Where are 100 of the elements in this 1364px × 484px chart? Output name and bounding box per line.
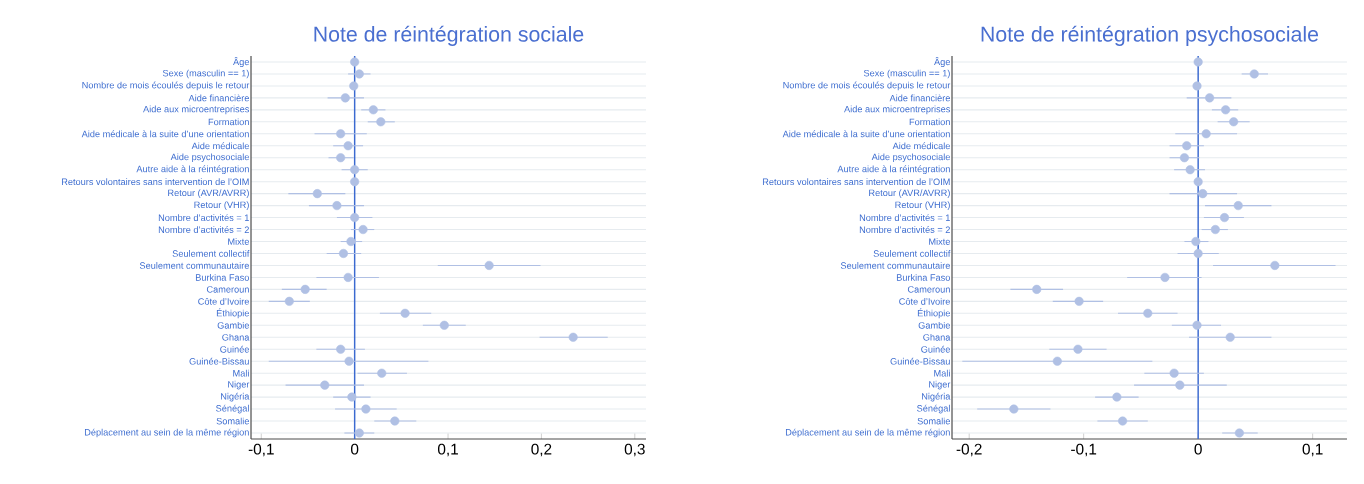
point [1234, 428, 1244, 438]
point [1032, 284, 1042, 294]
point [1233, 201, 1243, 211]
point [1118, 416, 1128, 426]
x-tick-label: 0 [351, 443, 359, 455]
y-tick-label: Seulement communautaire [840, 262, 950, 269]
point [336, 153, 346, 163]
point [346, 236, 356, 247]
point [340, 93, 350, 103]
point [1201, 129, 1211, 139]
point [1052, 356, 1062, 366]
y-tick-label: Formation [909, 118, 950, 126]
point [1074, 296, 1084, 306]
point [1185, 165, 1195, 175]
y-tick-label: Seulement collectif [172, 250, 250, 257]
y-tick-label: Retour (AVR/AVRR) [168, 189, 249, 198]
y-tick-label: Nombre de mois écoulés depuis le retour [82, 81, 250, 91]
y-tick-label: Burkina Faso [195, 274, 250, 281]
point [1192, 320, 1202, 330]
point [1193, 248, 1203, 259]
point [1193, 57, 1203, 67]
y-tick-label: Aide médicale [191, 142, 249, 150]
y-tick-label: Déplacement au sein de la même région [84, 428, 249, 438]
y-tick-label: Éthiopie [216, 308, 249, 319]
chart-title: Note de réintégration sociale [314, 25, 584, 46]
point [320, 380, 330, 390]
x-tick-label: 0,3 [624, 443, 645, 457]
x-tick-label: -0,1 [248, 443, 274, 457]
point [1192, 81, 1202, 91]
y-tick-label: Éthiopie [917, 308, 950, 319]
point [484, 260, 494, 270]
y-tick-label: Côte d’Ivoire [899, 297, 950, 305]
y-tick-label: Aide aux microentreprises [143, 105, 250, 115]
point [1221, 105, 1231, 115]
point [332, 201, 342, 211]
y-tick-label: Mixte [929, 238, 950, 245]
y-tick-label: Nombre d’activités = 2 [158, 226, 249, 233]
y-tick-label: Aide psychosociale [871, 153, 950, 163]
y-tick-label: Retours volontaires sans intervention de l’OIM [61, 178, 249, 186]
point [1198, 189, 1208, 199]
y-tick-label: Nombre d’activités = 1 [158, 214, 249, 221]
y-tick-label: Âge [233, 57, 249, 67]
point [1225, 332, 1235, 342]
y-tick-label: Somalie [216, 417, 249, 425]
point [1112, 392, 1122, 402]
y-tick-label: Nigéria [221, 392, 250, 402]
y-tick-label: Retour (VHR) [194, 201, 249, 210]
point [377, 368, 387, 378]
point [1009, 404, 1019, 414]
y-tick-label: Gambie [918, 321, 950, 329]
y-tick-label: Nombre d’activités = 1 [859, 214, 950, 221]
point [338, 248, 348, 259]
y-tick-label: Seulement communautaire [139, 262, 249, 269]
point [1210, 225, 1220, 235]
point [358, 225, 368, 235]
y-tick-label: Guinée [921, 345, 950, 353]
point [344, 356, 354, 366]
point [1175, 380, 1185, 390]
y-tick-label: Aide financière [889, 94, 950, 102]
point [1219, 213, 1230, 223]
point [1270, 260, 1280, 270]
y-tick-label: Autre aide à la réintégration [837, 165, 950, 175]
y-tick-label: Seulement collectif [873, 250, 951, 257]
y-tick-label: Sénégal [917, 404, 950, 414]
point [400, 308, 410, 318]
point [1182, 141, 1192, 151]
point [350, 57, 360, 67]
y-tick-label: Nombre de mois écoulés depuis le retour [783, 81, 951, 91]
y-tick-label: Niger [228, 380, 250, 390]
point [1169, 368, 1179, 378]
y-tick-label: Âge [934, 57, 950, 67]
point [347, 392, 357, 402]
y-tick-label: Sénégal [216, 404, 249, 414]
y-tick-label: Gambie [217, 321, 249, 329]
point [350, 177, 360, 187]
y-tick-label: Aide aux microentreprises [844, 105, 951, 115]
point [361, 404, 371, 414]
point [390, 416, 400, 426]
x-tick-label: 0,1 [437, 443, 458, 457]
y-tick-label: Autre aide à la réintégration [136, 165, 249, 175]
y-tick-label: Niger [929, 380, 951, 390]
y-tick-label: Guinée-Bissau [189, 357, 249, 365]
point [300, 284, 310, 294]
y-tick-label: Aide médicale à la suite d’une orientation [782, 130, 950, 138]
chart-title: Note de réintégration psychosociale [981, 25, 1319, 46]
y-tick-label: Ghana [222, 333, 250, 341]
point [1249, 69, 1259, 79]
point [439, 320, 449, 330]
point [1143, 308, 1153, 318]
point [350, 213, 360, 223]
y-tick-label: Guinée-Bissau [890, 357, 950, 365]
y-tick-label: Sexe (masculin == 1) [863, 69, 950, 79]
point [284, 296, 294, 306]
y-tick-label: Retours volontaires sans intervention de l’OIM [762, 178, 950, 186]
y-tick-label: Cameroun [907, 286, 950, 293]
point [1073, 344, 1083, 354]
x-tick-label: -0,2 [956, 443, 982, 457]
point [350, 165, 360, 175]
point [376, 117, 386, 127]
y-tick-label: Mixte [228, 238, 249, 245]
